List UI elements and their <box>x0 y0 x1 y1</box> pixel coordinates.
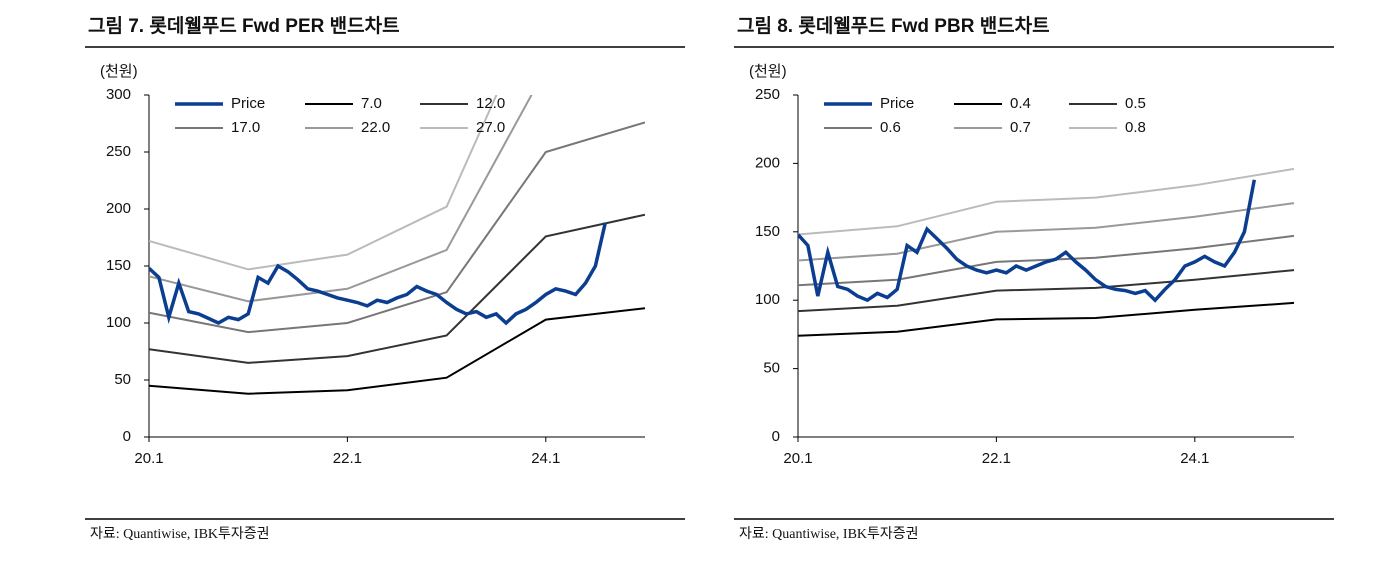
y-axis-unit: (천원) <box>749 63 787 80</box>
band-line <box>149 121 645 334</box>
legend-label: 12.0 <box>476 95 505 112</box>
y-tick-label: 200 <box>755 154 780 171</box>
chart-title: 그림 7. 롯데웰푸드 Fwd PER 밴드차트 <box>88 15 400 37</box>
x-tick-label: 24.1 <box>531 450 560 467</box>
y-tick-label: 250 <box>755 86 780 103</box>
x-tick-label: 20.1 <box>783 450 812 467</box>
x-tick-label: 22.1 <box>982 450 1011 467</box>
band-line <box>149 95 498 271</box>
legend-label: 22.0 <box>361 119 390 136</box>
x-tick-label: 20.1 <box>134 450 163 467</box>
y-tick-label: 200 <box>106 200 131 217</box>
legend-label: 0.7 <box>1010 119 1031 136</box>
legend-label: Price <box>880 95 914 112</box>
legend-label: 0.5 <box>1125 95 1146 112</box>
y-tick-label: 50 <box>114 371 131 388</box>
price-line <box>798 179 1257 303</box>
legend-label: 17.0 <box>231 119 260 136</box>
source-note: 자료: Quantiwise, IBK투자증권 <box>90 526 270 542</box>
x-tick-label: 24.1 <box>1180 450 1209 467</box>
legend-label: 27.0 <box>476 119 505 136</box>
y-tick-label: 100 <box>106 314 131 331</box>
chart-panel: 그림 7. 롯데웰푸드 Fwd PER 밴드차트 (천원) 자료: Quantiwi… <box>85 15 685 542</box>
y-tick-label: 0 <box>123 428 131 445</box>
y-tick-label: 300 <box>106 86 131 103</box>
legend-label: 0.6 <box>880 119 901 136</box>
band-line <box>798 167 1294 236</box>
y-tick-label: 50 <box>763 360 780 377</box>
source-note: 자료: Quantiwise, IBK투자증권 <box>739 526 919 542</box>
x-tick-label: 22.1 <box>333 450 362 467</box>
price-line <box>149 222 608 326</box>
legend-label: 0.4 <box>1010 95 1031 112</box>
y-tick-label: 250 <box>106 143 131 160</box>
band-line <box>798 234 1294 287</box>
chart-panel: 그림 8. 롯데웰푸드 Fwd PBR 밴드차트 (천원) 자료: Quantiwi… <box>734 15 1334 542</box>
band-line <box>149 95 533 303</box>
band-line <box>149 307 645 395</box>
legend-label: Price <box>231 95 265 112</box>
legend-label: 7.0 <box>361 95 382 112</box>
y-tick-label: 150 <box>106 257 131 274</box>
band-line <box>149 213 645 364</box>
chart-title: 그림 8. 롯데웰푸드 Fwd PBR 밴드차트 <box>737 15 1050 37</box>
y-tick-label: 0 <box>772 428 780 445</box>
band-line <box>798 269 1294 313</box>
y-tick-label: 150 <box>755 223 780 240</box>
band-line <box>798 202 1294 262</box>
band-line <box>798 301 1294 337</box>
y-tick-label: 100 <box>755 291 780 308</box>
y-axis-unit: (천원) <box>100 63 138 80</box>
legend-label: 0.8 <box>1125 119 1146 136</box>
